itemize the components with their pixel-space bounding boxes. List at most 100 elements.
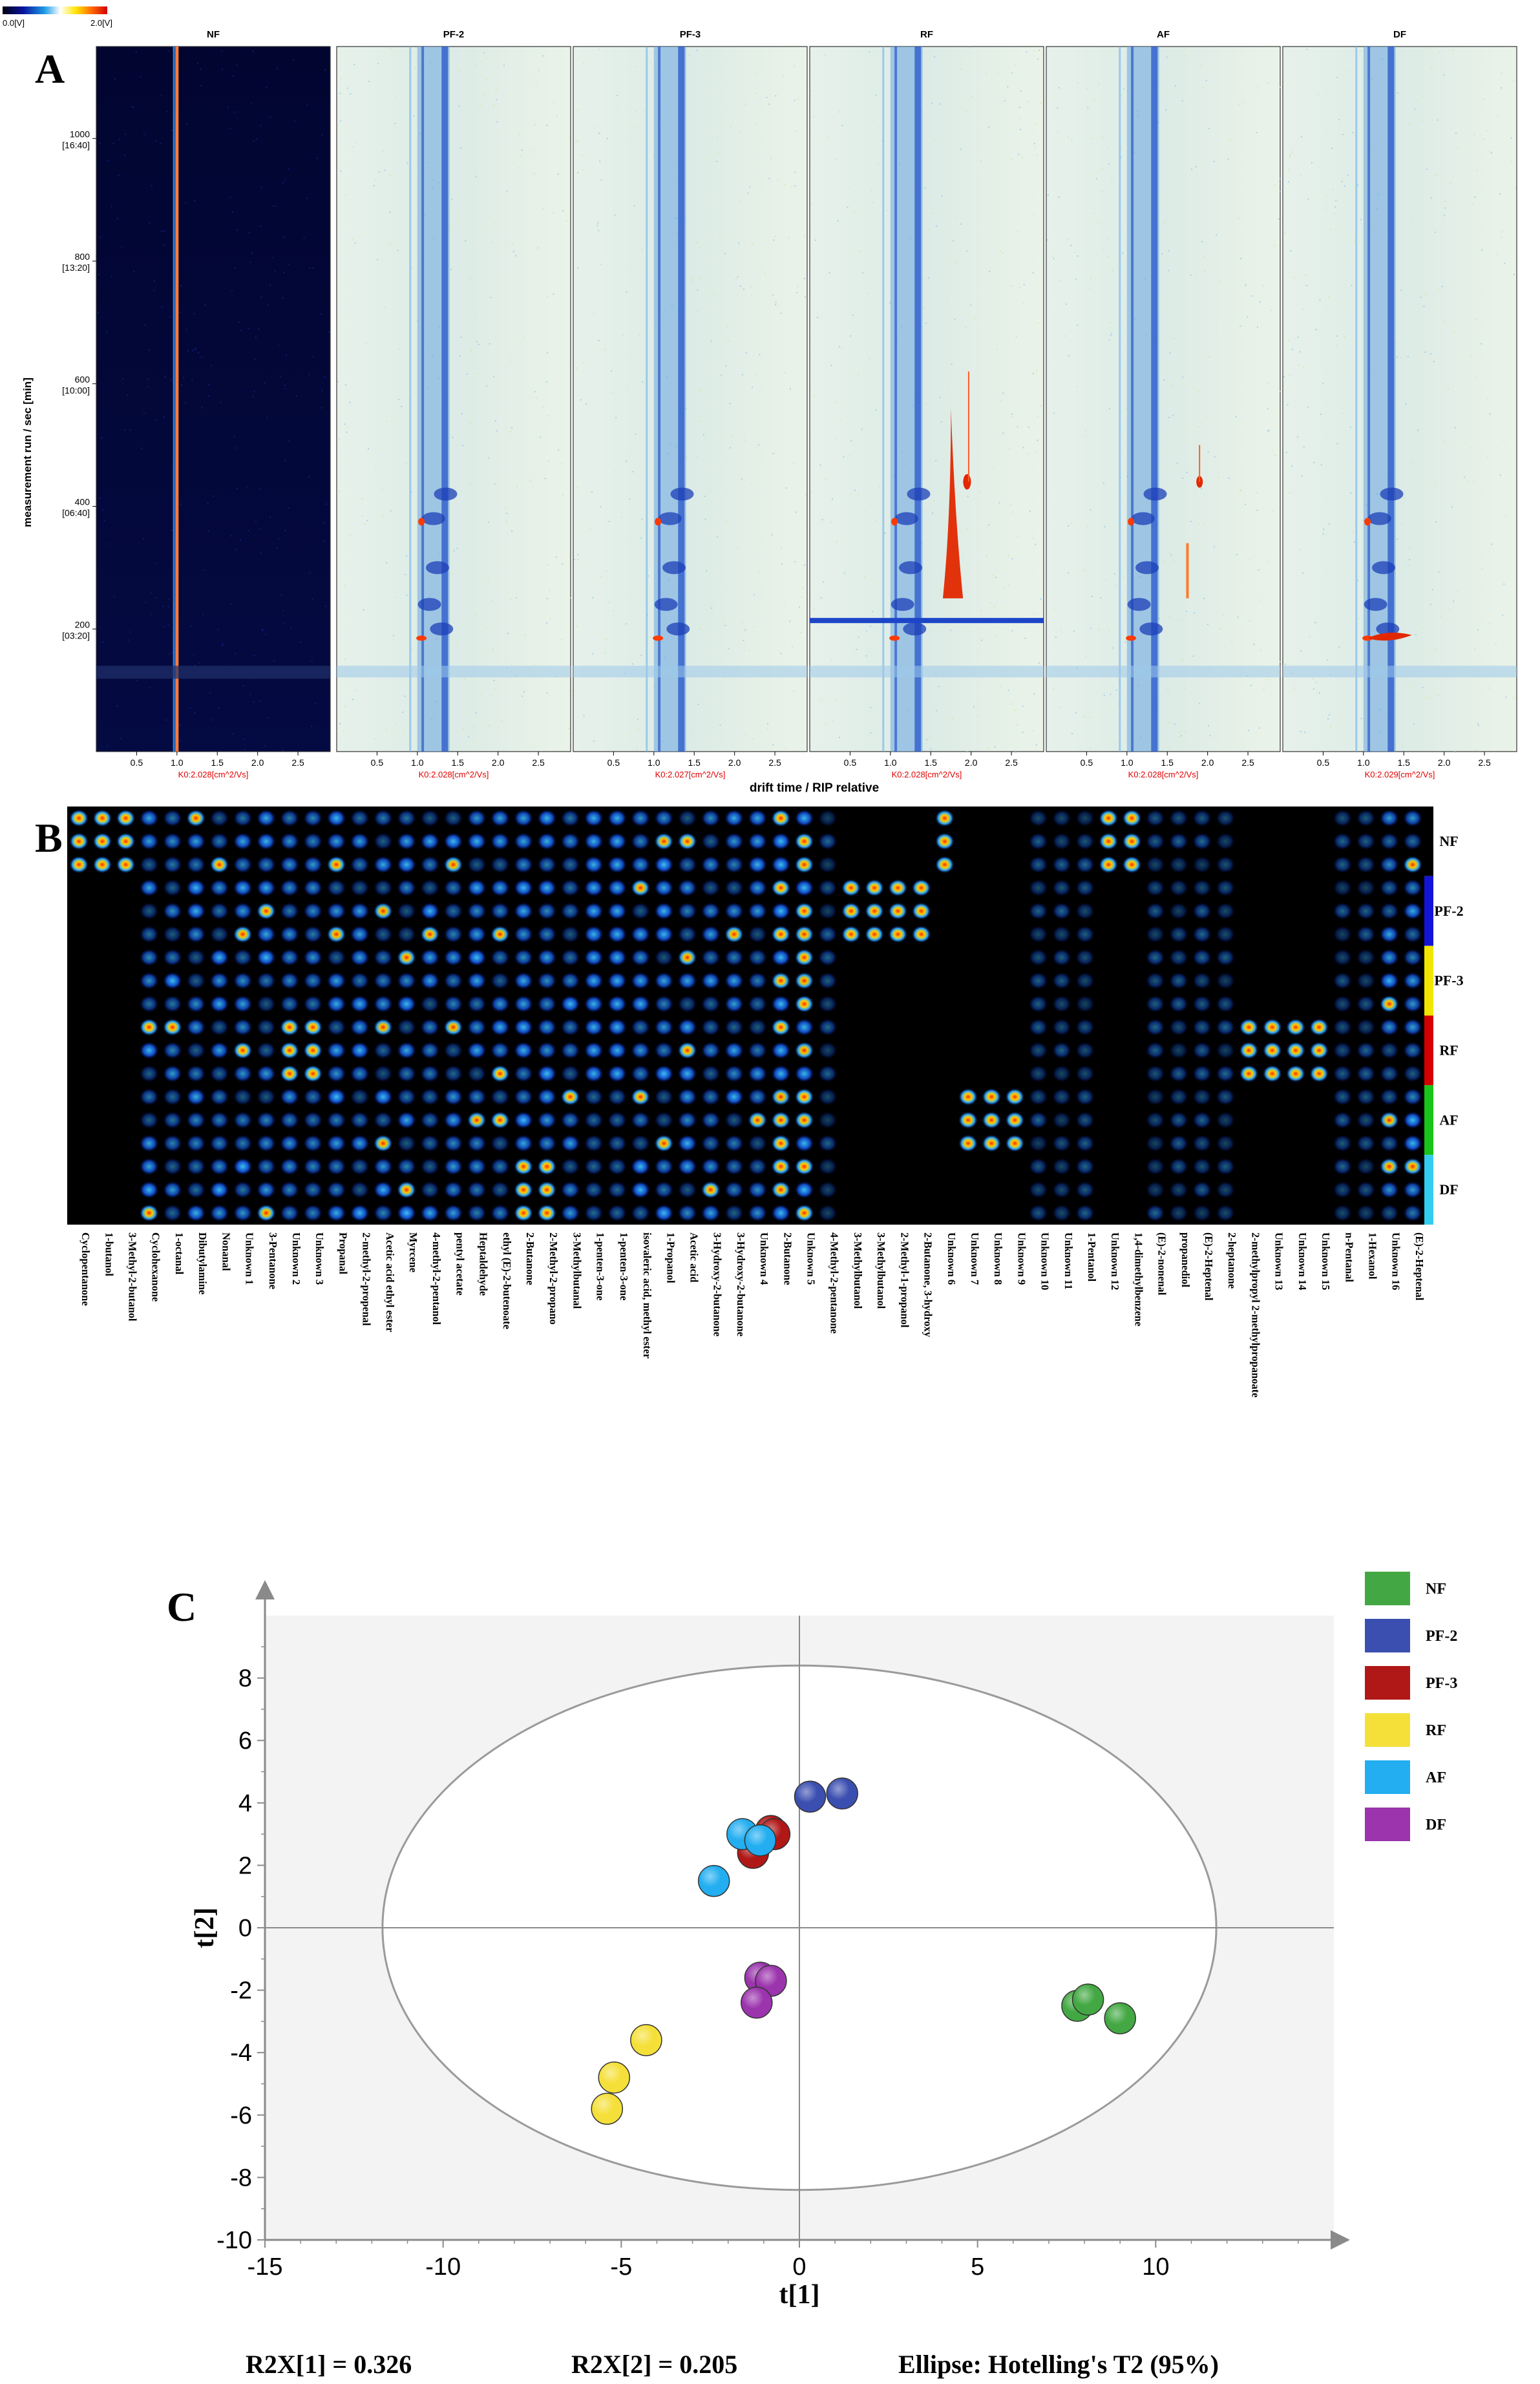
gallery-column-unknown-8 <box>982 1088 1002 1152</box>
gallery-column-unknown-10 <box>1028 809 1048 1222</box>
legend-swatch-af <box>1365 1760 1410 1794</box>
rf-red-plume <box>942 408 964 598</box>
compound-label: Cyclopentanone <box>79 1232 92 1306</box>
colorbar-min-label: 0.0[V] <box>3 18 25 28</box>
gallery-column-pentyl-acetate <box>443 809 463 1222</box>
compound-label: 3-Methylbutanol <box>875 1232 887 1309</box>
group-bar-rf <box>1424 1015 1433 1086</box>
gallery-column-nonanal <box>209 809 229 1222</box>
gallery-column-propanal <box>326 809 346 1222</box>
y-tick-sublabel: [06:40] <box>62 508 90 518</box>
x-tick-label: -5 <box>610 2253 632 2281</box>
heatmap-bg-rf <box>809 46 1044 752</box>
y-tick-label: 8 <box>238 1665 252 1693</box>
x-tick-rf: 1.0 <box>884 757 897 768</box>
legend-label-rf: RF <box>1426 1722 1446 1739</box>
y-tick-label: -4 <box>230 2040 252 2067</box>
compound-label: 2-methylpropyl 2-methylpropanoate <box>1249 1232 1261 1398</box>
heatmap-df: DF 0.5 1.0 1.5 2.0 2.5 K0:2.029[cm^2/Vs] <box>1282 29 1517 779</box>
gallery-column-2-methyl-2-propano <box>537 809 557 1222</box>
gallery-column-2-butanone-3-hydroxy <box>911 879 931 944</box>
gallery-column-2-methyl-1-propanol <box>888 879 908 944</box>
compound-label: 4-methyl-2-pentanol <box>430 1232 443 1325</box>
compound-label: Propanal <box>337 1232 349 1274</box>
compound-label: 1-octanal <box>173 1232 185 1274</box>
compound-label: 2-Methyl-1-propanol <box>898 1232 911 1328</box>
k0-label-pf-3: K0:2.027[cm^2/Vs] <box>655 770 726 779</box>
compound-label: 1-butanol <box>103 1232 115 1276</box>
series-nf <box>1061 1983 1136 2034</box>
gallery-column-2-methylpropyl-2-methylpropanoate <box>1239 1018 1259 1083</box>
x-tick-nf: 1.0 <box>171 757 184 768</box>
heatmap-bg-pf-2 <box>336 46 571 752</box>
x-tick-pf-2: 1.5 <box>452 757 465 768</box>
heatmap-pf-3: PF-3 0.5 1.0 1.5 2.0 2.5 K0:2.027[cm^2/Vs] <box>573 29 808 779</box>
compound-label: Unknown 11 <box>1062 1232 1075 1290</box>
heatmap-title-pf-3: PF-3 <box>680 29 701 40</box>
x-tick-nf: 2.0 <box>251 757 264 768</box>
y-tick-sublabel: [10:00] <box>62 385 90 396</box>
compound-label: 1-Hexanol <box>1367 1232 1379 1280</box>
gallery-column-3-methylbutanol <box>864 879 885 944</box>
x-tick-nf: 0.5 <box>131 757 143 768</box>
x-tick-af: 2.0 <box>1201 757 1214 768</box>
compound-label: Unknown 1 <box>244 1232 256 1285</box>
pca-xlabel: t[1] <box>779 2280 820 2310</box>
gallery-column-cyclopentanone <box>69 809 89 874</box>
gallery-column-unknown-14 <box>1285 1018 1306 1083</box>
group-label-pf-3: PF-3 <box>1434 973 1463 989</box>
compound-label: isovaleric acid, methyl ester <box>641 1232 653 1358</box>
x-tick-df: 1.0 <box>1357 757 1370 768</box>
compound-label: 1,4-dimethylbenzene <box>1132 1232 1144 1326</box>
legend-swatch-rf <box>1365 1713 1410 1747</box>
compound-label: Unknown 14 <box>1296 1232 1309 1290</box>
compound-label: Unknown 9 <box>1015 1232 1028 1285</box>
pca-ylabel: t[2] <box>190 1908 220 1948</box>
y-tick-label: 0 <box>238 1915 252 1942</box>
gallery-column-1-pentanol <box>1075 809 1095 1222</box>
compound-label: 3-Pentanone <box>267 1232 279 1289</box>
x-tick-label: -15 <box>248 2253 283 2281</box>
colorbar-max-label: 2.0[V] <box>90 18 112 28</box>
y-tick-label: -6 <box>230 2102 252 2129</box>
gallery-column-3-methylbutanol <box>841 879 861 944</box>
rf-horizontal-band <box>810 618 1044 624</box>
k0-label-rf: K0:2.028[cm^2/Vs] <box>892 770 962 779</box>
gallery-column-2-butanone <box>771 809 791 1222</box>
heatmap-title-pf-2: PF-2 <box>443 29 465 40</box>
compound-label: 4-Methyl-2-pentanone <box>828 1232 841 1334</box>
group-label-pf-2: PF-2 <box>1434 903 1463 919</box>
group-label-nf: NF <box>1439 833 1458 849</box>
x-tick-nf: 2.5 <box>291 757 304 768</box>
y-tick-label: 4 <box>238 1790 252 1817</box>
gallery-column-unknown-12 <box>1099 809 1119 874</box>
legend-swatch-nf <box>1365 1572 1410 1605</box>
panel-c-pca: -15 -10 -5 0 5 10-10-8-6-4-202468t[1]t[2]NFPF… <box>190 1572 1457 2379</box>
group-label-af: AF <box>1439 1112 1458 1128</box>
compound-label: 1-Propanol <box>664 1232 677 1283</box>
gallery-column-unknown-6 <box>934 809 955 874</box>
compound-label: Myrcene <box>407 1232 419 1272</box>
x-tick-pf-3: 2.5 <box>768 757 781 768</box>
x-tick-label: 0 <box>792 2253 806 2281</box>
x-tick-pf-3: 0.5 <box>607 757 620 768</box>
compound-label: Cyclohexanone <box>150 1232 162 1302</box>
group-bar-af <box>1424 1085 1433 1155</box>
heatmap-noise-df <box>1283 47 1517 753</box>
compound-label: 2-Butanone <box>524 1232 536 1285</box>
heatmap-title-rf: RF <box>920 29 933 40</box>
legend-swatch-pf-2 <box>1365 1619 1410 1652</box>
gallery-column-unknown-5 <box>794 809 814 1222</box>
series-rf <box>591 2024 662 2125</box>
y-tick-label: -2 <box>230 1978 252 2005</box>
panel-b-label: B <box>35 815 63 861</box>
gallery-column-2-heptanone <box>1216 809 1236 1222</box>
gallery-column-4-methyl-2-pentanol <box>420 809 440 1222</box>
gallery-column-unknown-2 <box>279 809 300 1222</box>
y-tick-label: 6 <box>238 1727 252 1755</box>
compound-label: Unknown 10 <box>1039 1232 1051 1290</box>
group-bar-df <box>1424 1155 1433 1225</box>
gallery-column-e-2-nonenal <box>1145 809 1165 1222</box>
x-tick-df: 2.0 <box>1438 757 1451 768</box>
gallery-column-unknown-3 <box>303 809 323 1222</box>
